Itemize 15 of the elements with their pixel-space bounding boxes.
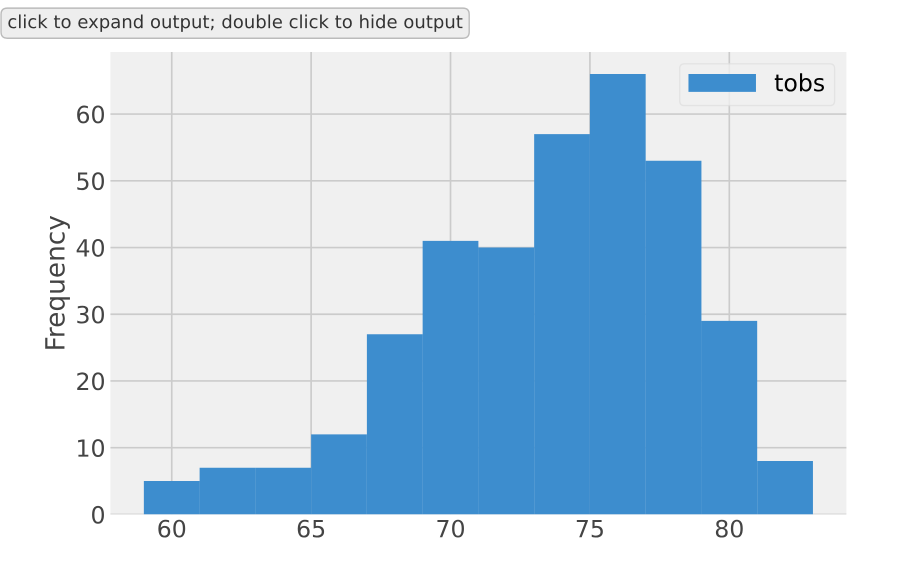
x-tick-label: 70 bbox=[437, 520, 464, 538]
y-axis-title: Frequency bbox=[45, 216, 70, 349]
y-tick-label: 20 bbox=[77, 372, 104, 390]
x-tick-label: 60 bbox=[158, 520, 186, 538]
y-tick-label: 30 bbox=[77, 306, 104, 324]
text: click to expand output; double click to hide output bbox=[8, 14, 462, 32]
legend-label: tobs bbox=[774, 73, 824, 92]
x-tick-label: 65 bbox=[298, 520, 324, 538]
x-tick-label: 75 bbox=[576, 520, 603, 538]
y-tick-label: 40 bbox=[76, 238, 104, 257]
y-tick-label: 10 bbox=[78, 439, 104, 457]
y-tick-label: 50 bbox=[77, 172, 104, 190]
y-tick-label: 60 bbox=[77, 106, 104, 124]
y-tick-label: 0 bbox=[92, 506, 104, 524]
x-tick-label: 80 bbox=[716, 520, 743, 538]
